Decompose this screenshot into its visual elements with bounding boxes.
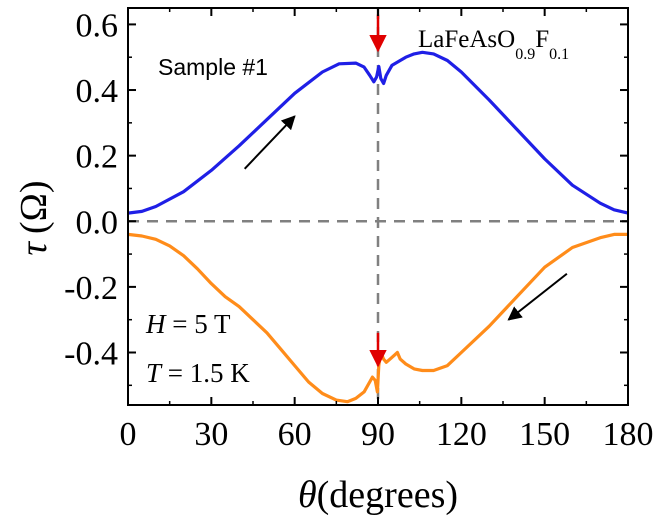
sweep-direction-arrow-2 — [507, 272, 568, 321]
y-axis-symbol: τ — [13, 241, 55, 256]
y-tick-label: -0.4 — [64, 336, 118, 373]
x-tick-label: 0 — [120, 416, 137, 453]
field-value: = 5 T — [166, 309, 231, 339]
x-axis-title: θ(degrees) — [298, 474, 458, 516]
sample-label: Sample #1 — [158, 54, 268, 80]
y-tick-label: 0.4 — [76, 73, 119, 110]
x-axis-unit: (degrees) — [317, 474, 458, 516]
x-tick-label: 30 — [194, 416, 228, 453]
x-tick-label: 60 — [278, 416, 312, 453]
x-axis-symbol: θ — [298, 474, 317, 516]
x-tick-label: 90 — [361, 416, 395, 453]
sweep-direction-arrow-1 — [243, 115, 296, 170]
y-tick-label: 0.0 — [76, 204, 119, 241]
compound-base: LaFeAsO — [418, 26, 515, 53]
temperature-label: T = 1.5 K — [146, 358, 250, 388]
temperature-symbol: T — [146, 358, 163, 388]
x-tick-label: 180 — [603, 416, 654, 453]
compound-mid: F — [535, 26, 549, 53]
x-tick-label: 150 — [519, 416, 570, 453]
series-2-line — [127, 232, 628, 404]
y-tick-label: -0.2 — [64, 270, 118, 307]
series-1-line — [127, 50, 629, 215]
y-axis-title: τ (Ω) — [13, 180, 55, 255]
x-tick-label: 120 — [436, 416, 487, 453]
field-label: H = 5 T — [145, 309, 231, 339]
series-layer — [127, 50, 629, 404]
compound-sub-1: 0.9 — [515, 46, 535, 63]
field-symbol: H — [145, 309, 167, 339]
y-tick-label: 0.6 — [76, 7, 119, 44]
tick-layer: 0 30 60 90 120 150 180 0.6 0.4 0.2 0.0 -0.2 -0.4 — [64, 7, 653, 453]
y-tick-label: 0.2 — [76, 139, 119, 176]
compound-sub-2: 0.1 — [549, 46, 569, 63]
y-axis-unit: (Ω) — [13, 180, 55, 234]
compound-label: LaFeAsO0.9F0.1 — [418, 26, 569, 63]
arrow-layer — [243, 14, 568, 368]
temperature-value: = 1.5 K — [161, 358, 250, 388]
